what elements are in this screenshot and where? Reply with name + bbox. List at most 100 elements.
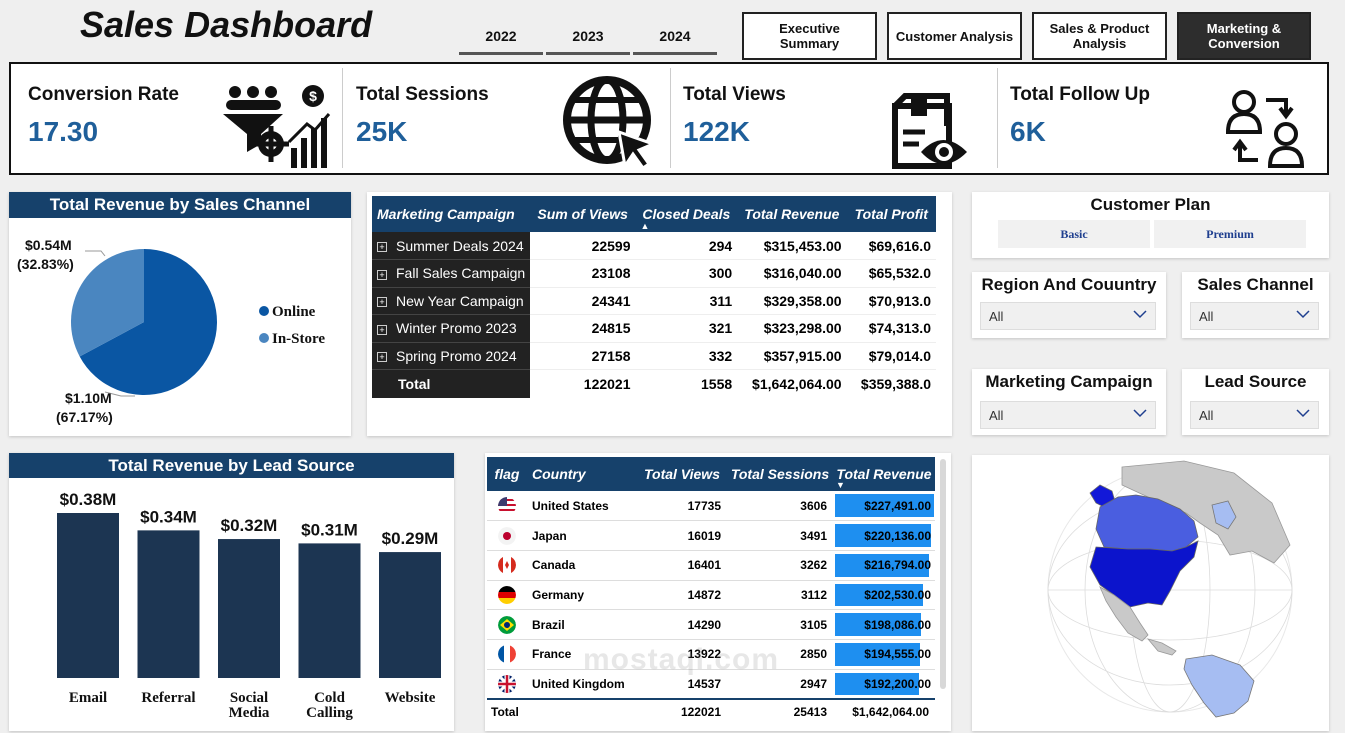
year-filter-2024[interactable]: 2024	[633, 20, 717, 55]
col-marketing-campaign[interactable]: Marketing Campaign	[372, 196, 530, 232]
table-row[interactable]: United Kingdom 14537 2947 $192,200.00	[487, 669, 935, 699]
col-total-sessions[interactable]: Total Sessions	[727, 457, 833, 491]
expand-icon[interactable]: +	[377, 297, 387, 308]
bar-social-media[interactable]	[218, 539, 280, 678]
page-title: Sales Dashboard	[80, 4, 373, 45]
plan-premium-button[interactable]: Premium	[1154, 220, 1306, 248]
plan-basic-button[interactable]: Basic	[998, 220, 1150, 248]
campaign-name-cell[interactable]: + Fall Sales Campaign	[372, 259, 530, 288]
chevron-down-icon	[1296, 310, 1310, 319]
sessions-cell: 2947	[800, 676, 827, 691]
campaign-value-cell: 22599	[529, 232, 636, 260]
campaign-slicer: Marketing Campaign All	[972, 369, 1166, 435]
total-value-cell: $359,388.0	[860, 375, 931, 392]
table-row[interactable]: + Fall Sales Campaign 23108 300 $316,040.00 $…	[372, 259, 936, 288]
globe-map[interactable]	[972, 455, 1329, 731]
expand-icon[interactable]: +	[377, 269, 387, 280]
campaign-table-card: Marketing Campaign Sum of Views Closed D…	[367, 192, 952, 436]
year-filter-2023[interactable]: 2023	[546, 20, 630, 55]
expand-icon[interactable]: +	[377, 241, 387, 252]
kpi-divider	[342, 68, 343, 168]
fr-flag-icon	[498, 645, 516, 664]
revenue-value: $192,200.00	[864, 676, 931, 691]
campaign-name: Winter Promo 2023	[396, 320, 517, 337]
table-row[interactable]: + Spring Promo 2024 27158 332 $357,915.00 $79…	[372, 342, 936, 370]
kpi-divider	[670, 68, 671, 168]
col-closed-deals[interactable]: Closed Deals ▲	[635, 196, 738, 232]
online-percent-label: (67.17%)	[56, 409, 113, 425]
nav-marketing-conversion[interactable]: Marketing & Conversion	[1177, 12, 1311, 60]
campaign-name-cell[interactable]: + New Year Campaign	[372, 287, 530, 315]
col-total-revenue[interactable]: Total Revenue	[737, 196, 847, 232]
in-store-percent-label: (32.83%)	[17, 256, 74, 272]
col-flag[interactable]: flag	[487, 457, 527, 491]
nav-executive-summary[interactable]: Executive Summary	[742, 12, 877, 60]
bar-referral[interactable]	[137, 530, 200, 678]
table-row[interactable]: + Summer Deals 2024 22599 294 $315,453.00 $69…	[372, 232, 936, 260]
col-country[interactable]: Country	[527, 457, 637, 491]
col-total-views[interactable]: Total Views	[637, 457, 727, 491]
table-row[interactable]: + New Year Campaign 24341 311 $329,358.00 $70…	[372, 287, 936, 315]
table-row[interactable]: + Winter Promo 2023 24815 321 $323,298.00 $74…	[372, 314, 936, 343]
region-value: All	[989, 309, 1004, 324]
region-united-states	[1089, 540, 1199, 608]
nav-customer-analysis[interactable]: Customer Analysis	[887, 12, 1022, 60]
col-total-revenue[interactable]: Total Revenue ▼	[833, 457, 935, 491]
watermark: mostaql.com	[583, 643, 780, 676]
region-mexico	[1099, 586, 1149, 642]
sessions-cell: 2850	[800, 647, 827, 662]
campaign-name-cell[interactable]: + Spring Promo 2024	[372, 342, 530, 370]
revenue-bar	[835, 553, 930, 577]
sales-channel-dropdown[interactable]: All	[1190, 302, 1319, 330]
views-cell: 17735	[687, 498, 721, 513]
nav-sales-product-analysis[interactable]: Sales & Product Analysis	[1032, 12, 1167, 60]
bar-cold-calling[interactable]	[298, 543, 361, 678]
legend-online-marker	[259, 306, 269, 316]
region-canada	[1095, 494, 1199, 552]
flag-cell	[487, 639, 527, 669]
campaign-value: All	[989, 408, 1004, 423]
revenue-value: $194,555.00	[864, 647, 931, 662]
legend-in-store[interactable]: In-Store	[272, 331, 325, 347]
col-total-profit[interactable]: Total Profit	[846, 196, 936, 232]
expand-icon[interactable]: +	[377, 352, 387, 363]
lead-source-dropdown[interactable]: All	[1190, 401, 1319, 429]
campaign-dropdown[interactable]: All	[980, 401, 1156, 429]
total-value-cell: 1558	[701, 375, 733, 392]
svg-text:$: $	[309, 88, 317, 104]
scrollbar[interactable]	[940, 459, 946, 689]
col-sum-of-views[interactable]: Sum of Views	[529, 196, 636, 232]
table-row[interactable]: Canada 16401 3262 $216,794.00	[487, 550, 935, 581]
views-cell: 16019	[687, 528, 721, 543]
campaign-value-cell: 24815	[529, 314, 636, 343]
sort-up-icon: ▲	[640, 221, 650, 231]
region-central-america	[1146, 638, 1177, 656]
bar-email[interactable]	[57, 513, 119, 678]
revenue-value: $216,794.00	[864, 558, 931, 573]
table-row[interactable]: France 13922 2850 $194,555.00	[487, 639, 935, 670]
views-cell: 13922	[687, 647, 721, 662]
region-dropdown[interactable]: All	[980, 302, 1156, 330]
pie-slice-in-store[interactable]	[70, 249, 144, 357]
campaign-name-cell[interactable]: + Summer Deals 2024	[372, 232, 530, 260]
sessions-cell: 3606	[800, 498, 827, 513]
table-row[interactable]: Germany 14872 3112 $202,530.00	[487, 580, 935, 610]
views-cell: 16401	[687, 558, 721, 573]
campaign-name-cell[interactable]: + Winter Promo 2023	[372, 314, 530, 343]
table-row[interactable]: United States 17735 3606 $227,491.00	[487, 491, 935, 521]
sales-channel-pie: $0.54M (32.83%) $1.10M (67.17%) Online I…	[17, 237, 325, 425]
sessions-cell: 3262	[800, 558, 827, 573]
pie-slice-online[interactable]	[79, 249, 217, 395]
year-filter-2022[interactable]: 2022	[459, 20, 543, 55]
bar-website[interactable]	[379, 552, 441, 678]
country-cell: Brazil	[532, 617, 565, 632]
table-row[interactable]: Brazil 14290 3105 $198,086.00	[487, 610, 935, 640]
legend-online[interactable]: Online	[272, 304, 316, 320]
revenue-value: $227,491.00	[864, 498, 931, 513]
revenue-bar	[835, 524, 931, 547]
expand-icon[interactable]: +	[377, 324, 387, 335]
campaign-value-cell: 294	[635, 232, 738, 260]
revenue-value: $202,530.00	[864, 587, 931, 602]
table-row[interactable]: Japan 16019 3491 $220,136.00	[487, 521, 935, 551]
total-value-cell: 122021	[680, 705, 721, 720]
